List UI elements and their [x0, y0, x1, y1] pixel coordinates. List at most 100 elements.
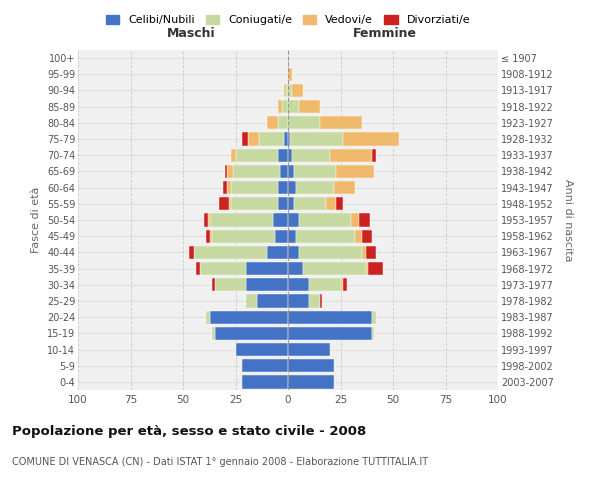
Bar — [288, 326, 372, 340]
Bar — [343, 132, 400, 145]
Y-axis label: Fasce di età: Fasce di età — [31, 187, 41, 253]
Bar — [235, 343, 288, 356]
Bar — [295, 165, 337, 178]
Bar — [246, 278, 288, 291]
Legend: Celibi/Nubili, Coniugati/e, Vedovi/e, Divorziati/e: Celibi/Nubili, Coniugati/e, Vedovi/e, Di… — [101, 10, 475, 30]
Bar — [210, 230, 212, 243]
Bar — [299, 246, 361, 259]
Bar — [257, 294, 288, 308]
Bar — [275, 230, 288, 243]
Bar — [372, 148, 376, 162]
Bar — [242, 132, 248, 145]
Text: Maschi: Maschi — [167, 27, 216, 40]
Bar — [330, 148, 372, 162]
Bar — [299, 100, 320, 114]
Y-axis label: Anni di nascita: Anni di nascita — [563, 179, 573, 261]
Bar — [215, 326, 288, 340]
Bar — [366, 262, 368, 275]
Bar — [288, 294, 309, 308]
Bar — [288, 376, 334, 388]
Bar — [274, 214, 288, 226]
Bar — [320, 116, 361, 130]
Bar — [277, 100, 282, 114]
Bar — [295, 197, 326, 210]
Bar — [320, 294, 322, 308]
Bar — [211, 214, 274, 226]
Bar — [196, 262, 200, 275]
Bar — [229, 197, 232, 210]
Bar — [246, 294, 257, 308]
Bar — [288, 246, 299, 259]
Bar — [288, 132, 290, 145]
Bar — [277, 116, 288, 130]
Bar — [309, 278, 341, 291]
Bar — [190, 246, 193, 259]
Bar — [277, 148, 288, 162]
Bar — [277, 197, 288, 210]
Bar — [267, 246, 288, 259]
Bar — [242, 359, 288, 372]
Bar — [288, 262, 303, 275]
Bar — [334, 181, 355, 194]
Bar — [218, 197, 229, 210]
Bar — [288, 343, 330, 356]
Bar — [341, 278, 343, 291]
Bar — [309, 294, 320, 308]
Bar — [326, 197, 337, 210]
Bar — [267, 116, 277, 130]
Bar — [280, 165, 288, 178]
Bar — [288, 214, 299, 226]
Bar — [288, 84, 292, 97]
Bar — [223, 181, 227, 194]
Bar — [288, 165, 295, 178]
Bar — [210, 310, 288, 324]
Bar — [277, 181, 288, 194]
Bar — [259, 132, 284, 145]
Bar — [212, 326, 215, 340]
Bar — [288, 230, 296, 243]
Bar — [193, 246, 267, 259]
Bar — [288, 197, 295, 210]
Bar — [232, 148, 235, 162]
Bar — [204, 214, 208, 226]
Bar — [355, 230, 362, 243]
Bar — [292, 84, 303, 97]
Bar — [288, 68, 292, 81]
Bar — [288, 116, 320, 130]
Bar — [368, 262, 383, 275]
Bar — [290, 132, 343, 145]
Bar — [227, 165, 233, 178]
Bar — [225, 165, 227, 178]
Bar — [288, 148, 292, 162]
Text: COMUNE DI VENASCA (CN) - Dati ISTAT 1° gennaio 2008 - Elaborazione TUTTITALIA.IT: COMUNE DI VENASCA (CN) - Dati ISTAT 1° g… — [12, 457, 428, 467]
Bar — [284, 132, 288, 145]
Bar — [233, 165, 280, 178]
Bar — [343, 278, 347, 291]
Bar — [235, 148, 277, 162]
Text: Femmine: Femmine — [353, 27, 416, 40]
Bar — [296, 181, 334, 194]
Bar — [288, 278, 309, 291]
Bar — [288, 310, 372, 324]
Bar — [206, 230, 210, 243]
Bar — [288, 181, 296, 194]
Bar — [282, 100, 288, 114]
Bar — [299, 214, 351, 226]
Bar — [284, 84, 286, 97]
Bar — [366, 246, 376, 259]
Bar — [232, 197, 277, 210]
Bar — [361, 230, 372, 243]
Bar — [361, 246, 366, 259]
Bar — [242, 376, 288, 388]
Bar — [200, 262, 246, 275]
Bar — [212, 278, 215, 291]
Bar — [208, 214, 210, 226]
Bar — [351, 214, 359, 226]
Bar — [212, 230, 275, 243]
Bar — [359, 214, 370, 226]
Bar — [292, 148, 330, 162]
Bar — [372, 326, 374, 340]
Bar — [337, 197, 343, 210]
Text: Popolazione per età, sesso e stato civile - 2008: Popolazione per età, sesso e stato civil… — [12, 425, 366, 438]
Bar — [227, 181, 232, 194]
